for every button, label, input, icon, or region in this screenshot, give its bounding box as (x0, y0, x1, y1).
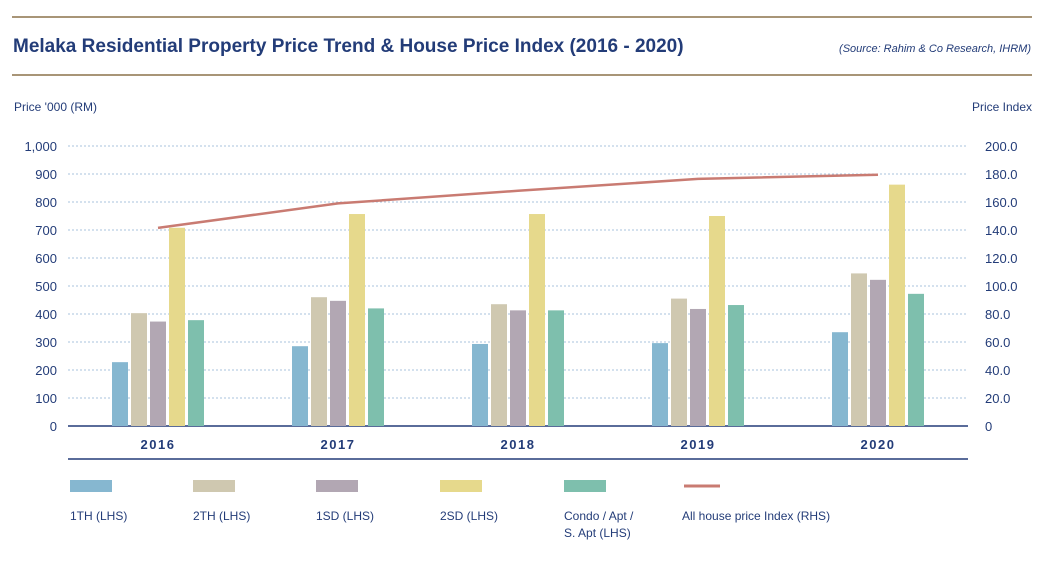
y-tick-label: 200 (35, 363, 57, 378)
y-tick-label: 600 (35, 251, 57, 266)
top-rule (12, 16, 1032, 18)
right-axis-title: Price Index (971, 100, 1032, 114)
legend-swatch (316, 480, 358, 492)
bar-2018-4 (529, 214, 545, 426)
bar-2017-1 (292, 346, 308, 426)
bar-2017-5 (368, 308, 384, 426)
y-tick-label: 1,000 (24, 139, 57, 154)
y2-tick-label: 60.0 (985, 335, 1010, 350)
y2-tick-label: 0 (985, 419, 992, 434)
legend-label-2th: 2TH (LHS) (193, 509, 251, 523)
y2-tick-label: 200.0 (985, 139, 1018, 154)
bar-2018-3 (510, 310, 526, 426)
source-note: (Source: Rahim & Co Research, IHRM) (839, 43, 1031, 55)
legend-label-condo: Condo / Apt / S. Apt (LHS) (564, 508, 633, 542)
x-tick-label: 2020 (861, 437, 896, 452)
bar-2020-3 (870, 279, 886, 426)
bar-2016-4 (169, 227, 185, 426)
y-tick-label: 900 (35, 167, 57, 182)
bar-2016-1 (112, 362, 128, 426)
x-tick-label: 2016 (141, 437, 176, 452)
bar-2019-4 (709, 216, 725, 426)
bar-2016-2 (131, 313, 147, 426)
legend-swatch (70, 480, 112, 492)
bar-2020-2 (851, 273, 867, 426)
y-tick-label: 800 (35, 195, 57, 210)
bar-2020-4 (889, 184, 905, 426)
legend-swatch (193, 480, 235, 492)
bar-2018-5 (548, 310, 564, 426)
index-line (157, 173, 879, 230)
y2-tick-label: 160.0 (985, 195, 1018, 210)
legend-label-1th: 1TH (LHS) (70, 509, 128, 523)
bar-2019-2 (671, 298, 687, 426)
legend-label-1sd: 1SD (LHS) (316, 509, 375, 523)
legend-swatch (564, 480, 606, 492)
y-tick-label: 700 (35, 223, 57, 238)
bar-2019-1 (652, 343, 668, 426)
y-tick-label: 400 (35, 307, 57, 322)
bar-2020-5 (908, 293, 924, 426)
bar-2016-5 (188, 320, 204, 426)
y2-tick-label: 180.0 (985, 167, 1018, 182)
bar-2018-2 (491, 304, 507, 426)
y2-tick-label: 80.0 (985, 307, 1010, 322)
y-tick-label: 100 (35, 391, 57, 406)
y2-tick-label: 40.0 (985, 363, 1010, 378)
bar-2018-1 (472, 343, 488, 426)
bar-2017-2 (311, 297, 327, 426)
bar-2017-3 (330, 300, 346, 426)
title-rule (12, 74, 1032, 76)
chart-title: Melaka Residential Property Price Trend … (13, 36, 684, 57)
x-tick-label: 2017 (321, 437, 356, 452)
y-tick-label: 500 (35, 279, 57, 294)
y-tick-label: 0 (50, 419, 57, 434)
bar-2019-5 (728, 305, 744, 426)
y2-tick-label: 100.0 (985, 279, 1018, 294)
bar-2017-4 (349, 214, 365, 426)
legend-label-index: All house price Index (RHS) (682, 509, 831, 523)
legend-swatch (440, 480, 482, 492)
y2-tick-label: 120.0 (985, 251, 1018, 266)
bar-2020-1 (832, 332, 848, 426)
bar-2016-3 (150, 321, 166, 426)
y2-tick-label: 20.0 (985, 391, 1010, 406)
legend-label-condo-line2: S. Apt (LHS) (564, 526, 631, 540)
x-tick-label: 2018 (501, 437, 536, 452)
legend-label-2sd: 2SD (LHS) (440, 509, 499, 523)
y2-tick-label: 140.0 (985, 223, 1018, 238)
x-tick-label: 2019 (681, 437, 716, 452)
y-tick-label: 300 (35, 335, 57, 350)
left-axis-title: Price '000 (RM) (14, 100, 97, 114)
legend-label-condo-line1: Condo / Apt / (564, 509, 634, 523)
bar-2019-3 (690, 308, 706, 426)
